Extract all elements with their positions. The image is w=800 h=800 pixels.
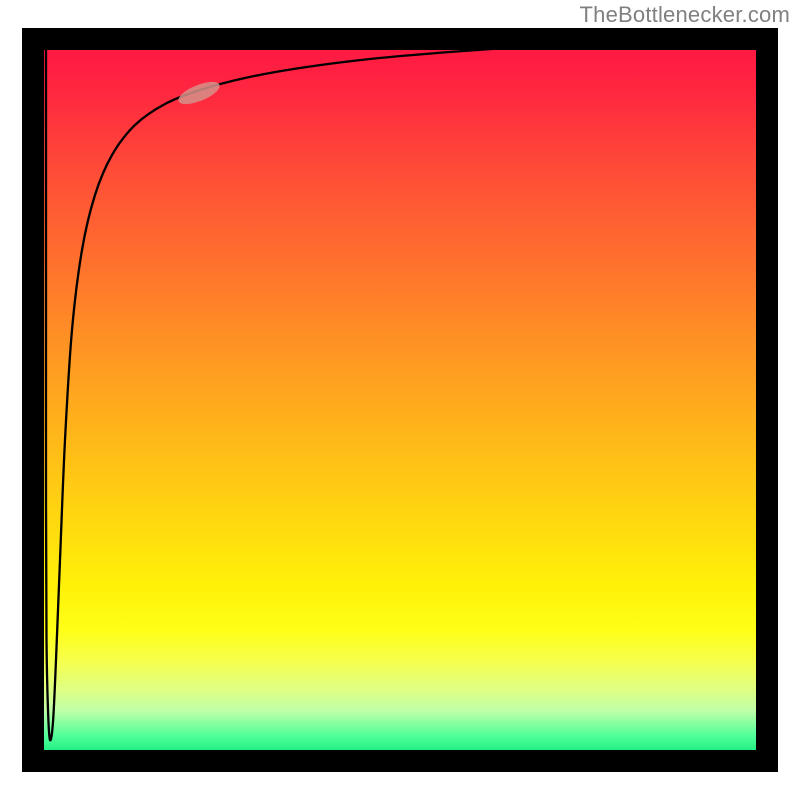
chart-svg [0,0,800,800]
chart-stage: TheBottlenecker.com [0,0,800,800]
gradient-background [33,39,767,761]
watermark-text: TheBottlenecker.com [580,2,790,28]
